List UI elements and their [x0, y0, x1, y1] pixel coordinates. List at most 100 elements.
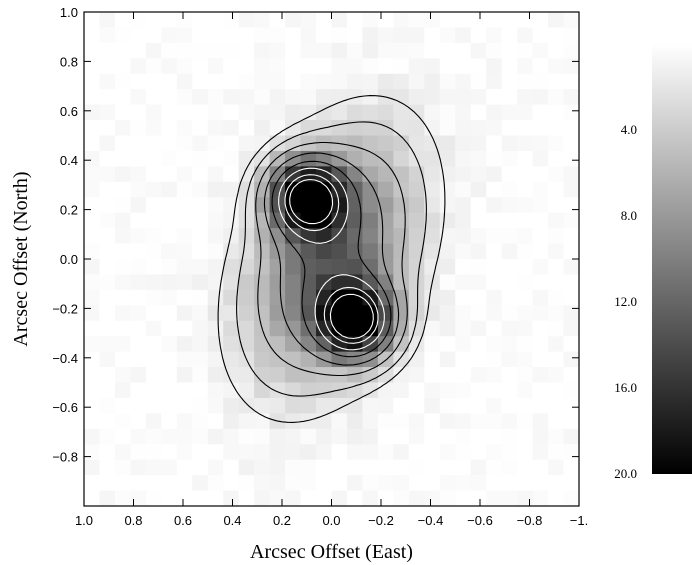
- heatmap-cell: [316, 212, 333, 229]
- heatmap-cell: [424, 367, 441, 384]
- heatmap-cell: [223, 104, 240, 121]
- x-tick-label: 0.0: [322, 513, 340, 528]
- heatmap-cell: [316, 397, 333, 414]
- heatmap-cell: [346, 397, 364, 414]
- heatmap-cell: [99, 12, 116, 29]
- heatmap-cell: [362, 104, 379, 121]
- heatmap-cell: [486, 259, 503, 276]
- heatmap-cell: [99, 120, 116, 137]
- heatmap-cell: [501, 274, 518, 291]
- contour-lines: [217, 95, 446, 423]
- heatmap-cell: [470, 336, 487, 353]
- heatmap-cell: [161, 336, 178, 353]
- heatmap-cell: [532, 120, 549, 137]
- heatmap-cell: [223, 428, 240, 445]
- heatmap-cell: [207, 351, 224, 368]
- heatmap-cell: [145, 475, 162, 492]
- heatmap-cell: [285, 413, 302, 430]
- heatmap-cell: [300, 397, 317, 414]
- heatmap-cell: [300, 228, 317, 245]
- heatmap-cell: [223, 397, 240, 414]
- heatmap-cell: [192, 197, 209, 214]
- heatmap-cell: [84, 351, 101, 368]
- heatmap-cell: [517, 413, 534, 430]
- heatmap-cell: [331, 27, 348, 44]
- heatmap-cell: [254, 351, 271, 368]
- heatmap-cell: [532, 336, 549, 353]
- heatmap-cell: [563, 428, 580, 445]
- heatmap-cell: [331, 12, 348, 29]
- heatmap-cell: [548, 274, 565, 291]
- heatmap-cell: [393, 120, 410, 137]
- heatmap-cell: [393, 475, 410, 492]
- heatmap-cell: [517, 382, 534, 399]
- heatmap-cell: [362, 413, 379, 430]
- heatmap-cell: [192, 397, 209, 414]
- heatmap-cell: [114, 367, 132, 384]
- heatmap-cell: [84, 475, 101, 492]
- heatmap-cell: [439, 305, 456, 322]
- heatmap-cell: [439, 320, 456, 337]
- y-tick-label: 0.2: [60, 203, 78, 218]
- heatmap-cell: [130, 135, 147, 152]
- heatmap-cell: [486, 336, 503, 353]
- heatmap-cell: [207, 150, 224, 167]
- heatmap-cell: [300, 150, 317, 167]
- heatmap-cell: [439, 475, 456, 492]
- heatmap-cell: [362, 428, 379, 445]
- heatmap-cell: [439, 289, 456, 306]
- heatmap-cell: [563, 367, 580, 384]
- heatmap-cell: [486, 459, 503, 476]
- heatmap-cell: [331, 58, 348, 75]
- heatmap-cell: [114, 27, 132, 44]
- heatmap-cell: [346, 305, 364, 322]
- heatmap-cell: [517, 351, 534, 368]
- heatmap-cell: [408, 228, 425, 245]
- heatmap-cell: [532, 459, 549, 476]
- heatmap-cell: [176, 444, 193, 461]
- heatmap-cell: [207, 490, 224, 507]
- heatmap-cell: [130, 150, 147, 167]
- heatmap-cell: [548, 120, 565, 137]
- heatmap-cell: [393, 228, 410, 245]
- heatmap-cell: [362, 444, 379, 461]
- heatmap-cell: [501, 428, 518, 445]
- heatmap-cell: [254, 382, 271, 399]
- heatmap-cell: [486, 397, 503, 414]
- heatmap-cell: [470, 181, 487, 198]
- heatmap-cell: [563, 459, 580, 476]
- heatmap-cell: [316, 243, 333, 260]
- heatmap-cell: [346, 228, 364, 245]
- heatmap-cell: [99, 274, 116, 291]
- heatmap-cell: [455, 197, 472, 214]
- heatmap-cell: [130, 413, 147, 430]
- heatmap-cell: [470, 12, 487, 29]
- heatmap-cell: [470, 150, 487, 167]
- heatmap-cell: [331, 428, 348, 445]
- heatmap-cell: [393, 197, 410, 214]
- heatmap-cell: [238, 135, 255, 152]
- heatmap-cell: [316, 197, 333, 214]
- heatmap-cell: [517, 320, 534, 337]
- heatmap-cell: [331, 274, 348, 291]
- heatmap-cell: [486, 305, 503, 322]
- heatmap-cell: [269, 12, 286, 29]
- colorbar-ticks: 4.0 8.0 12.0 16.0 20.0: [614, 122, 637, 481]
- heatmap-cell: [439, 27, 456, 44]
- heatmap-cell: [486, 274, 503, 291]
- heatmap-cell: [207, 413, 224, 430]
- heatmap-cell: [99, 289, 116, 306]
- heatmap-cell: [439, 259, 456, 276]
- heatmap-cell: [517, 397, 534, 414]
- heatmap-cell: [346, 150, 364, 167]
- heatmap-cell: [532, 58, 549, 75]
- heatmap-cell: [84, 428, 101, 445]
- heatmap-cell: [424, 243, 441, 260]
- heatmap-cell: [285, 428, 302, 445]
- heatmap-cell: [455, 428, 472, 445]
- heatmap-cell: [84, 120, 101, 137]
- heatmap-cell: [439, 42, 456, 59]
- heatmap-cell: [300, 197, 317, 214]
- heatmap-cell: [501, 212, 518, 229]
- heatmap-cell: [114, 459, 132, 476]
